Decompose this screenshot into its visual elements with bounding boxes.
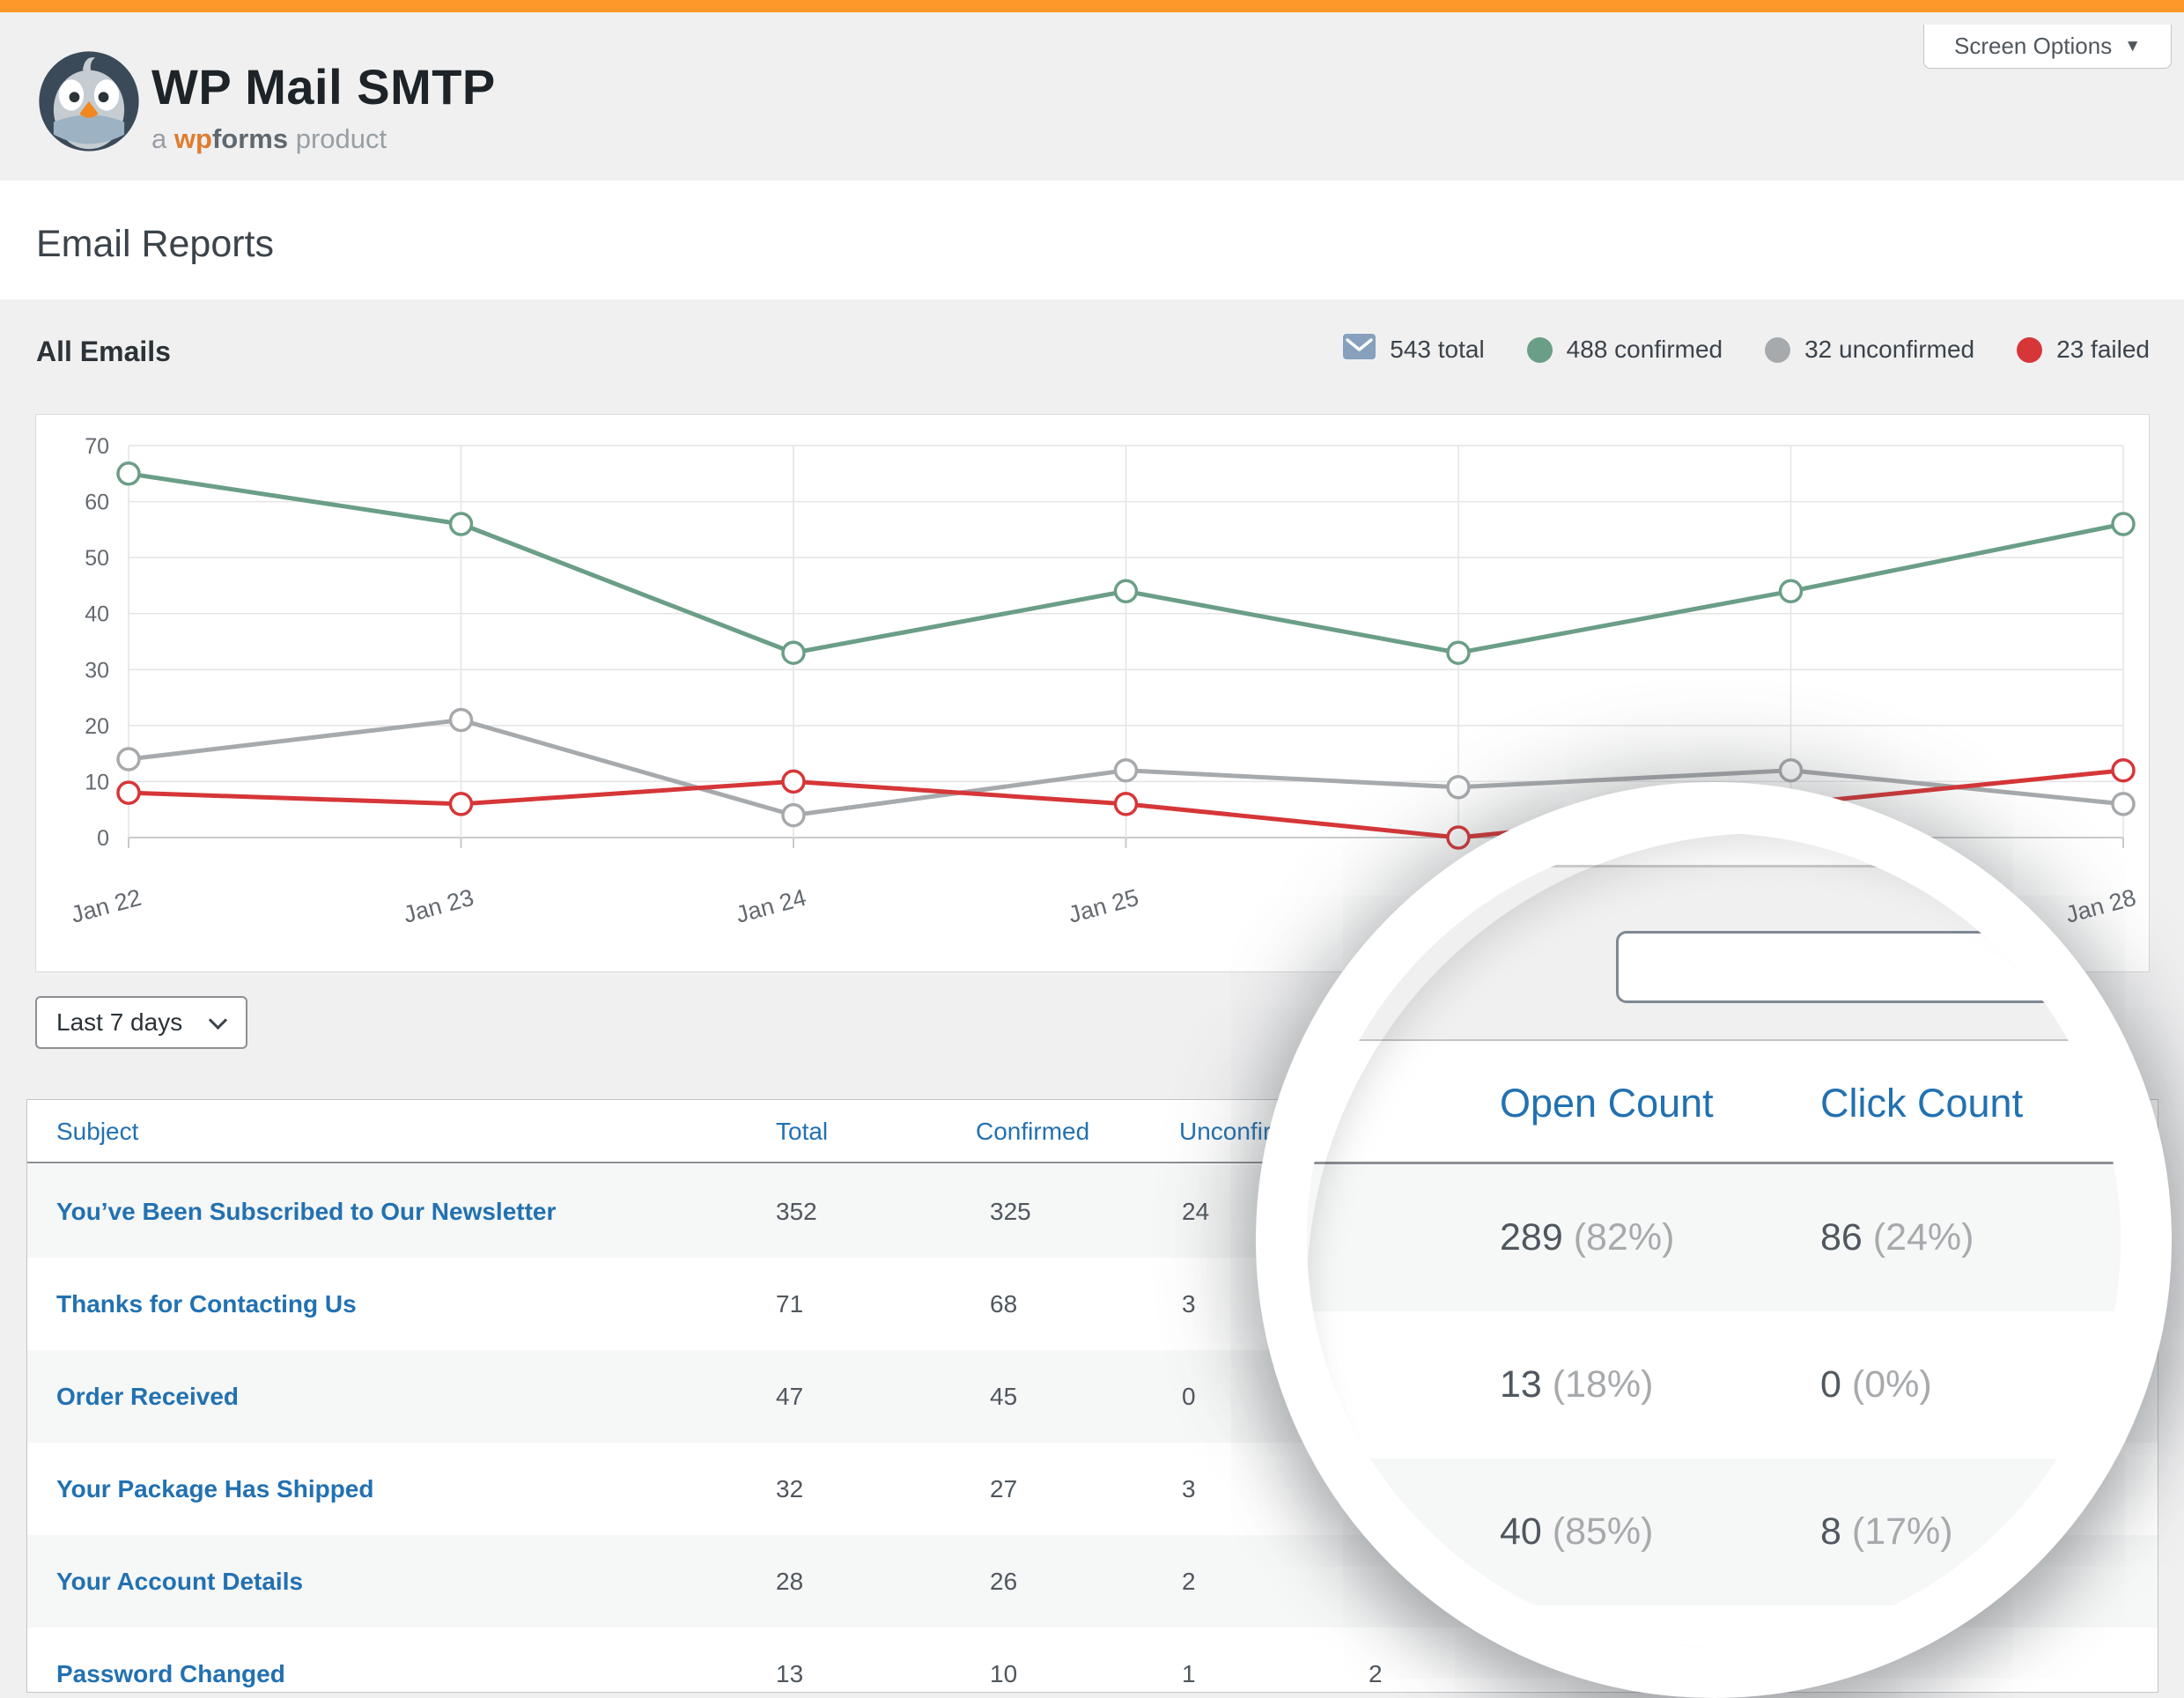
chevron-down-icon — [208, 1010, 228, 1030]
magnified-chart-edge — [1307, 833, 2121, 867]
svg-text:40: 40 — [85, 602, 109, 627]
svg-text:30: 30 — [85, 658, 109, 683]
envelope-icon — [1343, 334, 1376, 365]
column-header-subject[interactable]: Subject — [56, 1118, 139, 1145]
svg-text:Jan 23: Jan 23 — [401, 884, 476, 928]
magnified-search-input[interactable] — [1616, 931, 2083, 1003]
column-header-confirmed[interactable]: Confirmed — [976, 1118, 1090, 1145]
total-value: 28 — [776, 1568, 804, 1595]
email-subject-link[interactable]: Order Received — [56, 1383, 239, 1410]
legend-dot-icon — [1765, 336, 1791, 363]
date-range-value: Last 7 days — [56, 1008, 183, 1036]
legend-label: 488 confirmed — [1566, 336, 1723, 363]
page-title: Email Reports — [36, 223, 275, 265]
svg-text:Jan 28: Jan 28 — [2062, 884, 2138, 928]
legend-label: 543 total — [1390, 336, 1485, 363]
screen-options-button[interactable]: Screen Options ▼ — [1923, 25, 2172, 69]
tagline-brand-wp: wp — [173, 123, 212, 154]
svg-text:60: 60 — [85, 491, 109, 515]
tagline-prefix: a — [151, 123, 167, 154]
email-subject-link[interactable]: You’ve Been Subscribed to Our Newsletter — [56, 1198, 557, 1225]
confirmed-value: 10 — [990, 1660, 1018, 1687]
magnified-table-row: 40 (85%) 8 (17%) — [1307, 1458, 2121, 1606]
open-count-value: 13 (18%) — [1500, 1363, 1654, 1406]
tagline-brand-forms: forms — [211, 123, 289, 154]
magnified-table-header: Open Count Click Count — [1307, 1039, 2121, 1164]
column-header-open-count[interactable]: Open Count — [1500, 1081, 1714, 1126]
magnifier-overlay: Open Count Click Count 289 (82%) 86 (24%)… — [1256, 782, 2172, 1698]
total-value: 13 — [776, 1660, 804, 1687]
click-count-value: 86 (24%) — [1820, 1216, 1974, 1259]
confirmed-value: 27 — [990, 1475, 1018, 1502]
total-value: 71 — [776, 1290, 804, 1318]
legend-item: 23 failed — [2017, 336, 2150, 364]
total-value: 47 — [776, 1383, 804, 1410]
open-count-value: 40 (85%) — [1500, 1510, 1654, 1553]
unconfirmed-value: 0 — [1182, 1383, 1196, 1410]
wp-mail-smtp-pigeon-logo — [39, 51, 139, 151]
legend-item: 543 total — [1343, 334, 1485, 365]
failed-value: 2 — [1369, 1660, 1383, 1687]
tagline-suffix: product — [295, 123, 387, 154]
svg-text:Jan 25: Jan 25 — [1066, 884, 1141, 928]
confirmed-value: 325 — [990, 1198, 1031, 1225]
magnified-table-row: 20 (62%)12 (38%) — [1307, 1606, 2121, 1647]
confirmed-value: 45 — [990, 1383, 1018, 1410]
magnified-search-button[interactable] — [2103, 923, 2121, 1011]
email-subject-link[interactable]: Your Account Details — [56, 1568, 304, 1595]
click-count-value: 0 (0%) — [1820, 1363, 1932, 1406]
svg-text:Jan 24: Jan 24 — [733, 884, 808, 928]
screen-options-label: Screen Options — [1953, 33, 2113, 59]
section-title: All Emails — [36, 336, 171, 367]
magnified-table-row: 13 (18%) 0 (0%) — [1307, 1311, 2121, 1458]
unconfirmed-value: 2 — [1182, 1568, 1196, 1595]
svg-text:Jan 22: Jan 22 — [68, 884, 144, 928]
column-header-click-count[interactable]: Click Count — [1820, 1081, 2024, 1126]
svg-text:0: 0 — [97, 826, 109, 851]
total-value: 32 — [776, 1475, 804, 1502]
chevron-down-icon: ▼ — [2124, 36, 2142, 55]
svg-text:50: 50 — [85, 546, 109, 571]
app-title: WP Mail SMTP — [151, 59, 496, 114]
legend-dot-icon — [1526, 336, 1553, 363]
click-count-value: 8 (17%) — [1820, 1510, 1953, 1553]
legend-label: 32 unconfirmed — [1804, 336, 1975, 363]
unconfirmed-value: 3 — [1182, 1290, 1196, 1318]
legend-item: 488 confirmed — [1526, 336, 1723, 364]
legend-item: 32 unconfirmed — [1765, 336, 1974, 364]
total-value: 352 — [776, 1198, 817, 1225]
email-subject-link[interactable]: Password Changed — [56, 1660, 285, 1687]
unconfirmed-value: 24 — [1182, 1198, 1210, 1225]
svg-text:10: 10 — [85, 770, 109, 794]
app-header: WP Mail SMTP a wpforms product Screen Op… — [0, 12, 2184, 181]
date-range-select[interactable]: Last 7 days — [35, 996, 247, 1049]
email-subject-link[interactable]: Thanks for Contacting Us — [56, 1290, 357, 1318]
app-branding: WP Mail SMTP a wpforms product — [151, 62, 496, 155]
svg-text:20: 20 — [85, 714, 109, 739]
magnified-table-row: 289 (82%) 86 (24%) — [1307, 1164, 2121, 1311]
email-subject-link[interactable]: Your Package Has Shipped — [56, 1475, 374, 1502]
confirmed-value: 68 — [990, 1290, 1018, 1318]
top-accent-bar — [0, 0, 2184, 12]
open-count-value: 289 (82%) — [1500, 1216, 1675, 1259]
legend-dot-icon — [2017, 336, 2043, 363]
app-tagline: a wpforms product — [151, 123, 496, 155]
legend-label: 23 failed — [2056, 336, 2150, 363]
unconfirmed-value: 1 — [1182, 1660, 1196, 1687]
column-header-total[interactable]: Total — [776, 1118, 829, 1145]
unconfirmed-value: 3 — [1182, 1475, 1196, 1502]
legend: 543 total 488 confirmed 32 unconfirmed 23 f… — [1343, 334, 2150, 365]
svg-text:70: 70 — [85, 434, 109, 459]
confirmed-value: 26 — [990, 1568, 1018, 1595]
page-title-bar: Email Reports — [0, 181, 2184, 299]
